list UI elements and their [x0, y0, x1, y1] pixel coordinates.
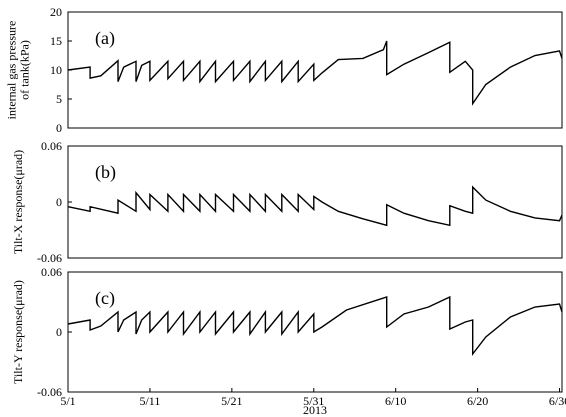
y-tick-label: 10	[50, 63, 62, 77]
x-tick-label: 5/31	[303, 394, 324, 408]
y-tick-label: 0.06	[41, 265, 62, 279]
x-tick-label: 6/30	[549, 394, 566, 408]
y-tick-label: 15	[50, 34, 62, 48]
x-tick-label: 5/11	[139, 394, 160, 408]
panel-annotation: (b)	[95, 162, 116, 183]
panel-annotation: (a)	[95, 28, 115, 49]
panel-annotation: (c)	[95, 288, 115, 309]
y-tick-label: 0	[56, 325, 62, 339]
y-tick-label: 0.06	[41, 139, 62, 153]
y-axis-label: internal gas pressure	[5, 21, 19, 120]
y-tick-label: 20	[50, 5, 62, 19]
plot-frame	[67, 145, 563, 259]
data-line	[67, 185, 563, 227]
y-tick-label: 5	[56, 92, 62, 106]
y-axis-label: of tank(kPa)	[18, 40, 32, 100]
y-tick-label: 0	[56, 195, 62, 209]
y-tick-label: -0.06	[37, 385, 62, 399]
x-tick-label: 6/20	[467, 394, 488, 408]
y-tick-label: -0.06	[37, 251, 62, 265]
x-tick-label: 6/10	[385, 394, 406, 408]
x-axis-label: 2013	[303, 403, 327, 417]
y-axis-label: Tilt-Y response(μrad)	[11, 280, 25, 384]
y-tick-label: 0	[56, 121, 62, 135]
data-line	[67, 295, 563, 357]
plot-frame	[67, 11, 563, 129]
x-tick-label: 5/21	[221, 394, 242, 408]
data-line	[67, 40, 563, 106]
y-axis-label: Tilt-X response(μrad)	[11, 150, 25, 254]
x-tick-label: 5/1	[60, 394, 75, 408]
